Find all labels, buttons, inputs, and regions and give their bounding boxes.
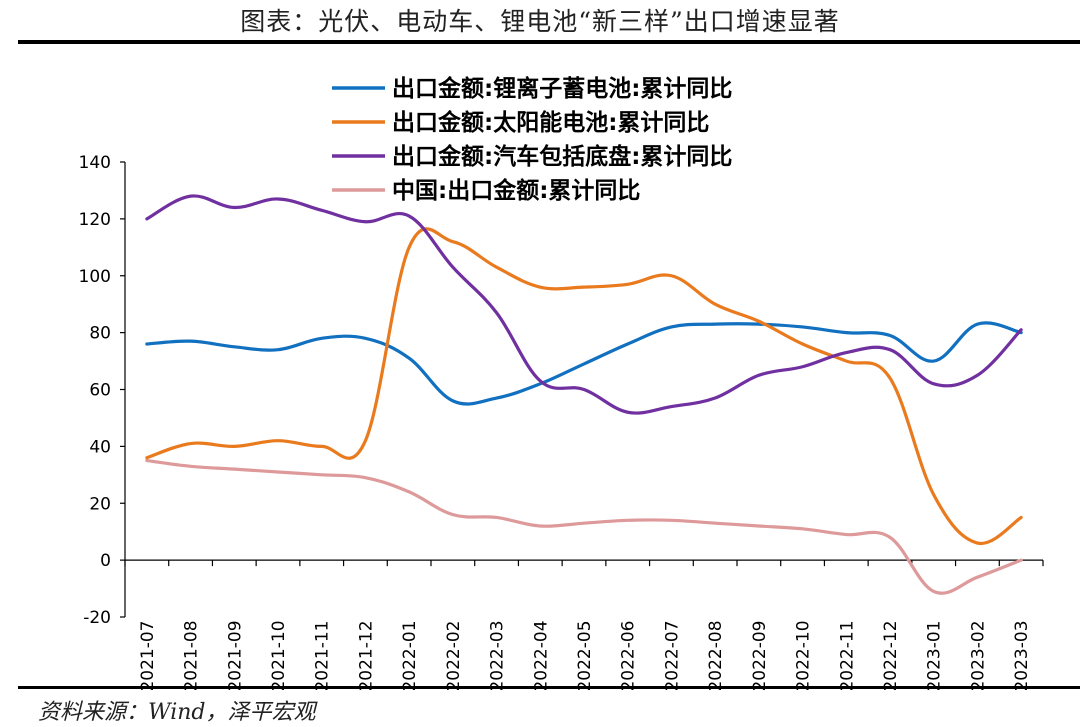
x-tick-label: 2021-08 bbox=[182, 620, 202, 690]
x-tick-label: 2021-12 bbox=[356, 620, 376, 690]
series-line-1 bbox=[145, 227, 1023, 545]
x-tick-label: 2021-09 bbox=[225, 620, 245, 690]
x-tick-label: 2022-08 bbox=[706, 620, 726, 690]
x-tick-label: 2023-03 bbox=[1012, 620, 1032, 690]
x-tick-label: 2021-11 bbox=[313, 620, 333, 690]
x-tick-label: 2022-07 bbox=[662, 620, 682, 690]
y-tick-label: 140 bbox=[79, 153, 111, 173]
x-tick-label: 2022-09 bbox=[750, 620, 770, 690]
y-tick-label: -20 bbox=[83, 608, 111, 628]
bottom-rule bbox=[18, 686, 1080, 689]
legend-label: 中国:出口金额:累计同比 bbox=[392, 177, 640, 204]
series-line-0 bbox=[145, 321, 1023, 406]
source-note: 资料来源：Wind，泽平宏观 bbox=[38, 700, 316, 725]
y-tick-label: 100 bbox=[79, 267, 111, 287]
y-tick-label: 0 bbox=[100, 551, 111, 571]
x-tick-label: 2022-01 bbox=[400, 620, 420, 690]
y-tick-label: 20 bbox=[89, 494, 111, 514]
series-layer bbox=[145, 194, 1023, 595]
axes: -20 0 20 40 60 80 100 120 140 2021-07 2021-08 2021-… bbox=[79, 153, 1044, 690]
x-tick-label: 2022-12 bbox=[881, 620, 901, 690]
x-tick-label: 2021-10 bbox=[269, 620, 289, 690]
legend-label: 出口金额:汽车包括底盘:累计同比 bbox=[392, 143, 732, 170]
chart-title: 图表：光伏、电动车、锂电池“新三样”出口增速显著 bbox=[240, 7, 840, 36]
x-tick-label: 2022-11 bbox=[837, 620, 857, 690]
x-tick-label: 2022-05 bbox=[575, 620, 595, 690]
x-tick-label: 2022-02 bbox=[444, 620, 464, 690]
x-tick-label: 2022-03 bbox=[488, 620, 508, 690]
legend: 出口金额:锂离子蓄电池:累计同比出口金额:太阳能电池:累计同比出口金额:汽车包括… bbox=[332, 75, 732, 204]
x-tick-label: 2023-02 bbox=[968, 620, 988, 690]
series-line-2 bbox=[145, 194, 1023, 415]
top-rule bbox=[18, 40, 1080, 44]
series-line-3 bbox=[145, 458, 1023, 595]
y-tick-label: 80 bbox=[89, 324, 111, 344]
y-tick-label: 40 bbox=[89, 437, 111, 457]
x-tick-label: 2022-10 bbox=[794, 620, 814, 690]
y-tick-label: 120 bbox=[79, 210, 111, 230]
legend-label: 出口金额:太阳能电池:累计同比 bbox=[392, 109, 709, 136]
y-tick-label: 60 bbox=[89, 381, 111, 401]
legend-label: 出口金额:锂离子蓄电池:累计同比 bbox=[392, 75, 732, 102]
x-tick-label: 2021-07 bbox=[138, 620, 158, 690]
x-tick-label: 2022-06 bbox=[619, 620, 639, 690]
line-chart: -20 0 20 40 60 80 100 120 140 2021-07 2021-08 2021-… bbox=[79, 75, 1044, 690]
x-tick-label: 2022-04 bbox=[531, 620, 551, 690]
x-tick-label: 2023-01 bbox=[925, 620, 945, 690]
